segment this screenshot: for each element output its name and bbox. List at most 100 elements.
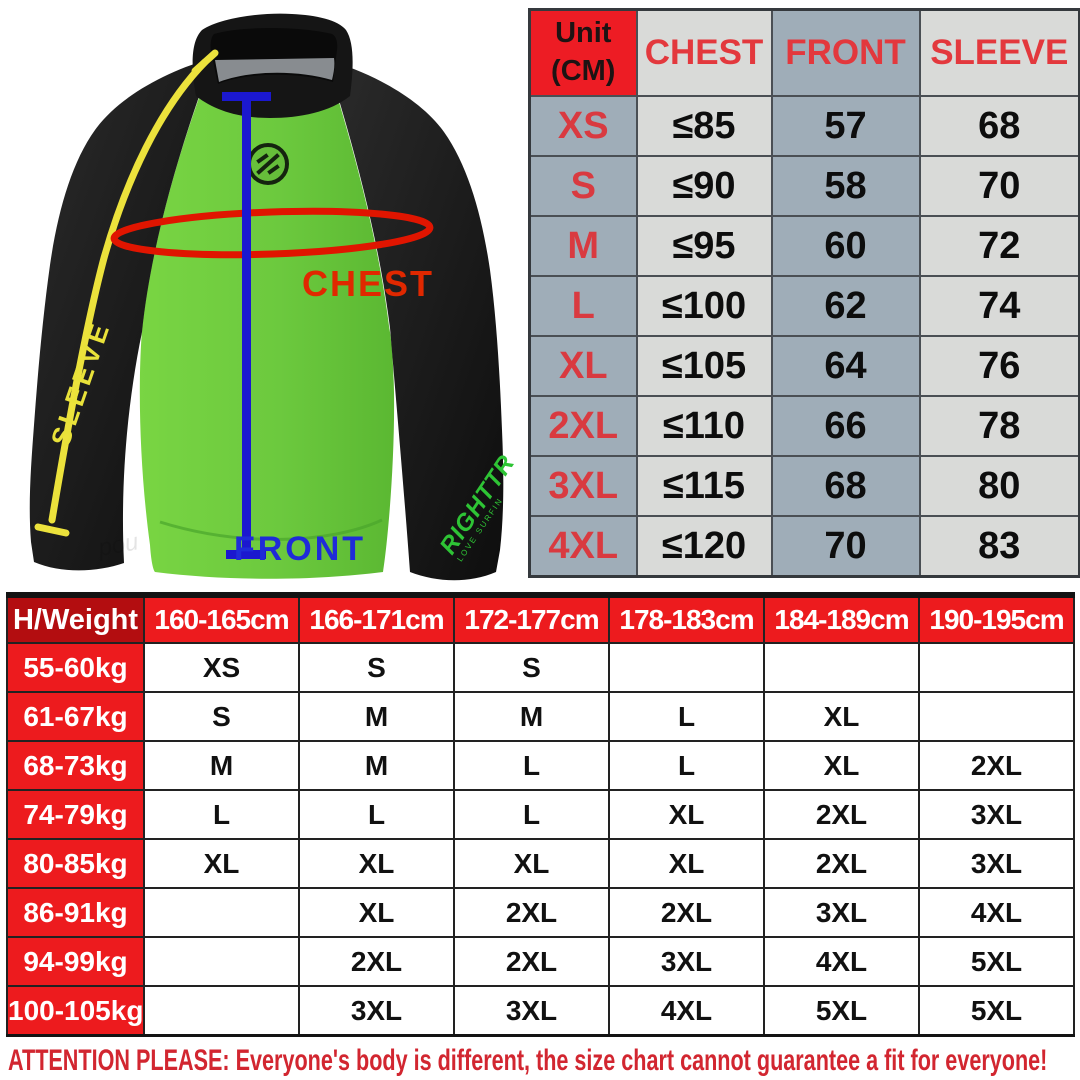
sleeve-measure-line	[34, 49, 219, 537]
fit-size-cell	[143, 887, 300, 938]
fit-size-cell: 2XL	[918, 740, 1075, 791]
chest-label: CHEST	[302, 263, 434, 304]
sleeve-value-cell: 78	[918, 395, 1080, 457]
fit-size-cell: 5XL	[918, 936, 1075, 987]
weight-row-label: 68-73kg	[6, 740, 145, 791]
fit-size-cell: 5XL	[763, 985, 920, 1037]
unit-header-cell: Unit (CM)	[528, 8, 638, 97]
table-row: XS ≤85 57 68	[528, 95, 1080, 157]
table-row: S ≤90 58 70	[528, 155, 1080, 217]
attention-notice: ATTENTION PLEASE: Everyone's body is dif…	[8, 1044, 1048, 1077]
front-label: FRONT	[234, 530, 366, 568]
front-value-cell: 60	[770, 215, 921, 277]
table-row: 86-91kg XL 2XL 2XL 3XL 4XL	[6, 887, 1075, 938]
table-header-row: Unit (CM) CHEST FRONT SLEEVE	[528, 8, 1080, 97]
fit-size-cell: 2XL	[763, 838, 920, 889]
front-value-cell: 58	[770, 155, 921, 217]
collar-inner-lining	[215, 58, 335, 82]
front-value-cell: 68	[770, 455, 921, 517]
chest-value-cell: ≤110	[635, 395, 773, 457]
table-header-row: H/Weight 160-165cm 166-171cm 172-177cm 1…	[6, 594, 1075, 644]
shirt-hem-seam	[159, 518, 383, 541]
weight-row-label: 55-60kg	[6, 642, 145, 693]
sleeve-value-cell: 68	[918, 95, 1080, 157]
fit-size-cell: 3XL	[763, 887, 920, 938]
fit-size-cell: 3XL	[918, 789, 1075, 840]
fit-size-cell: XL	[608, 838, 765, 889]
fit-size-cell: 4XL	[608, 985, 765, 1037]
weight-row-label: 94-99kg	[6, 936, 145, 987]
chest-value-cell: ≤105	[635, 335, 773, 397]
chest-value-cell: ≤115	[635, 455, 773, 517]
shirt-right-sleeve	[327, 60, 504, 581]
watermark-text: pou	[95, 528, 140, 562]
fit-size-cell: XL	[763, 740, 920, 791]
col-header-sleeve: SLEEVE	[918, 8, 1080, 97]
weight-row-label: 100-105kg	[6, 985, 145, 1037]
fit-size-cell: XL	[608, 789, 765, 840]
table-row: XL ≤105 64 76	[528, 335, 1080, 397]
height-header-cell: 160-165cm	[143, 594, 300, 644]
unit-label-line1: Unit	[555, 17, 612, 50]
sleeve-value-cell: 80	[918, 455, 1080, 517]
corner-header-cell: H/Weight	[6, 594, 145, 644]
fit-size-cell: S	[298, 642, 455, 693]
size-row-label: 4XL	[528, 515, 638, 578]
size-measurement-table: Unit (CM) CHEST FRONT SLEEVE XS ≤85 57 6…	[528, 8, 1080, 578]
fit-size-cell: 3XL	[918, 838, 1075, 889]
fit-size-cell	[143, 985, 300, 1037]
chest-value-cell: ≤120	[635, 515, 773, 578]
table-row: 100-105kg 3XL 3XL 4XL 5XL 5XL	[6, 985, 1075, 1037]
size-row-label: 3XL	[528, 455, 638, 517]
fit-size-cell: 2XL	[608, 887, 765, 938]
fit-size-cell: XS	[143, 642, 300, 693]
fit-size-cell: M	[143, 740, 300, 791]
size-row-label: XL	[528, 335, 638, 397]
chest-measure-line	[110, 207, 434, 259]
fit-size-cell	[143, 936, 300, 987]
fit-size-cell: XL	[298, 887, 455, 938]
unit-label-line2: (CM)	[551, 55, 616, 87]
fit-size-cell: 2XL	[298, 936, 455, 987]
front-value-cell: 66	[770, 395, 921, 457]
fit-size-cell: 2XL	[453, 887, 610, 938]
fit-size-cell: XL	[763, 691, 920, 742]
fit-size-cell	[763, 642, 920, 693]
weight-row-label: 61-67kg	[6, 691, 145, 742]
fit-size-cell: L	[143, 789, 300, 840]
fit-size-cell: XL	[143, 838, 300, 889]
fit-size-cell: XL	[453, 838, 610, 889]
shirt-torso	[139, 60, 395, 579]
shirt-left-sleeve	[29, 58, 214, 571]
fit-size-cell: L	[608, 740, 765, 791]
size-row-label: S	[528, 155, 638, 217]
fit-size-cell: XL	[298, 838, 455, 889]
table-row: 55-60kg XS S S	[6, 642, 1075, 693]
table-row: 94-99kg 2XL 2XL 3XL 4XL 5XL	[6, 936, 1075, 987]
weight-row-label: 80-85kg	[6, 838, 145, 889]
fit-size-cell: 2XL	[453, 936, 610, 987]
fit-size-cell: L	[608, 691, 765, 742]
table-row: 61-67kg S M M L XL	[6, 691, 1075, 742]
fit-size-cell: M	[298, 740, 455, 791]
fit-size-cell	[608, 642, 765, 693]
weight-row-label: 74-79kg	[6, 789, 145, 840]
table-row: M ≤95 60 72	[528, 215, 1080, 277]
sleeve-value-cell: 72	[918, 215, 1080, 277]
fit-size-cell: 3XL	[608, 936, 765, 987]
table-row: 4XL ≤120 70 83	[528, 515, 1080, 578]
front-value-cell: 57	[770, 95, 921, 157]
fit-size-cell	[918, 691, 1075, 742]
front-value-cell: 62	[770, 275, 921, 337]
fit-size-cell: 4XL	[763, 936, 920, 987]
size-row-label: XS	[528, 95, 638, 157]
size-row-label: M	[528, 215, 638, 277]
fit-size-cell: 3XL	[298, 985, 455, 1037]
front-value-cell: 64	[770, 335, 921, 397]
front-measure-line	[222, 92, 271, 559]
sleeve-value-cell: 83	[918, 515, 1080, 578]
height-header-cell: 178-183cm	[608, 594, 765, 644]
brand-logo-icon	[247, 143, 289, 185]
sleeve-value-cell: 74	[918, 275, 1080, 337]
fit-size-cell: 2XL	[763, 789, 920, 840]
